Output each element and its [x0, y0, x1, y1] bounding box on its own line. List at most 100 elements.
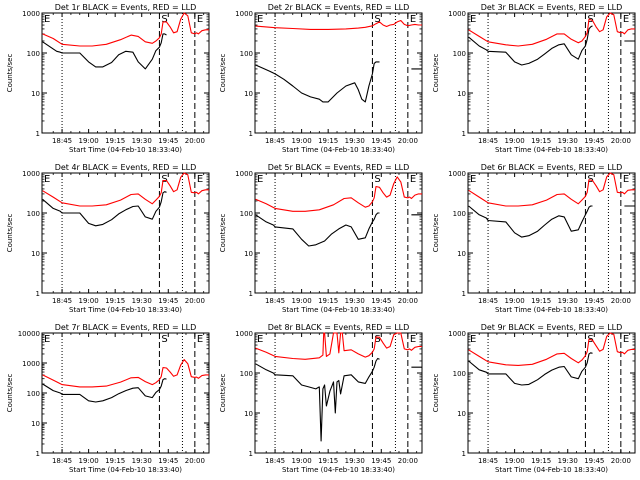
x-tick-label: 19:30 — [132, 137, 152, 145]
marker-label: E — [257, 334, 263, 345]
y-tick-label: 1 — [36, 130, 40, 138]
y-tick-label: 10 — [244, 410, 253, 418]
y-tick-label: 1000 — [22, 170, 40, 178]
lld-series-line — [42, 172, 209, 207]
y-tick-label: 10 — [31, 420, 40, 428]
x-tick-label: 20:00 — [185, 297, 205, 305]
panel-title: Det 7r BLACK = Events, RED = LLD — [55, 323, 197, 332]
marker-label: E — [623, 14, 629, 25]
lld-series-line — [255, 176, 422, 212]
x-tick-label: 19:30 — [558, 297, 578, 305]
y-axis-label: Counts/sec — [6, 374, 14, 413]
y-axis-label: Counts/sec — [432, 214, 440, 253]
y-axis-label: Counts/sec — [219, 214, 227, 253]
y-tick-label: 10 — [457, 410, 466, 418]
marker-label: E — [44, 334, 50, 345]
x-tick-label: 19:00 — [79, 137, 99, 145]
marker-label: E — [44, 14, 50, 25]
marker-label: S — [374, 334, 380, 345]
plot-frame — [254, 12, 423, 134]
x-tick-label: 19:00 — [79, 297, 99, 305]
x-tick-label: 20:00 — [611, 457, 631, 465]
x-tick-label: 19:45 — [584, 457, 604, 465]
events-series-line — [468, 25, 635, 66]
y-tick-label: 10 — [31, 250, 40, 258]
plot-frame — [41, 332, 210, 454]
y-axis-label: Counts/sec — [6, 214, 14, 253]
panel-title: Det 8r BLACK = Events, RED = LLD — [268, 323, 410, 332]
plot-frame — [467, 332, 636, 454]
x-tick-label: 19:45 — [584, 137, 604, 145]
y-tick-label: 100 — [453, 370, 466, 378]
y-tick-label: 1000 — [235, 10, 253, 18]
x-tick-label: 19:15 — [105, 137, 125, 145]
x-axis-label: Start Time (04-Feb-10 18:33:40) — [495, 146, 608, 154]
y-tick-label: 10 — [31, 90, 40, 98]
marker-label: S — [374, 14, 380, 25]
plot-frame — [467, 12, 636, 134]
x-tick-label: 20:00 — [398, 297, 418, 305]
x-tick-label: 19:15 — [105, 297, 125, 305]
lld-series-line — [468, 12, 635, 47]
marker-label: E — [257, 174, 263, 185]
x-tick-label: 19:00 — [505, 457, 525, 465]
y-axis-label: Counts/sec — [432, 54, 440, 93]
x-tick-label: 20:00 — [398, 457, 418, 465]
x-tick-label: 19:15 — [318, 297, 338, 305]
x-tick-label: 18:45 — [52, 137, 72, 145]
events-series-line — [42, 191, 167, 227]
y-tick-label: 10 — [244, 250, 253, 258]
y-tick-label: 1 — [249, 450, 253, 458]
marker-label: E — [470, 334, 476, 345]
lld-series-line — [468, 172, 635, 207]
plot-frame — [254, 172, 423, 294]
marker-label: E — [197, 174, 203, 185]
panel-title: Det 9r BLACK = Events, RED = LLD — [481, 323, 623, 332]
marker-label: S — [161, 334, 167, 345]
x-tick-label: 19:15 — [105, 457, 125, 465]
x-axis-label: Start Time (04-Feb-10 18:33:40) — [282, 146, 395, 154]
x-tick-label: 18:45 — [478, 297, 498, 305]
x-tick-label: 18:45 — [52, 297, 72, 305]
y-axis-label: Counts/sec — [6, 54, 14, 93]
marker-label: E — [410, 174, 416, 185]
x-tick-label: 19:30 — [558, 457, 578, 465]
x-tick-label: 19:30 — [132, 297, 152, 305]
x-tick-label: 19:30 — [345, 297, 365, 305]
panel-title: Det 3r BLACK = Events, RED = LLD — [481, 3, 623, 12]
y-tick-label: 100 — [453, 210, 466, 218]
x-tick-label: 19:00 — [292, 297, 312, 305]
x-tick-label: 19:00 — [505, 137, 525, 145]
y-tick-label: 1 — [36, 450, 40, 458]
lld-series-line — [255, 332, 422, 360]
y-tick-label: 100 — [240, 370, 253, 378]
x-tick-label: 18:45 — [265, 457, 285, 465]
panel-title: Det 4r BLACK = Events, RED = LLD — [55, 163, 197, 172]
y-axis-label: Counts/sec — [219, 374, 227, 413]
lld-series-line — [255, 19, 422, 30]
plot-frame — [41, 12, 210, 134]
plot-frame — [467, 172, 636, 294]
panel-title: Det 6r BLACK = Events, RED = LLD — [481, 163, 623, 172]
x-tick-label: 19:15 — [531, 137, 551, 145]
y-tick-label: 1 — [249, 290, 253, 298]
events-series-line — [255, 212, 422, 247]
x-axis-label: Start Time (04-Feb-10 18:33:40) — [495, 466, 608, 474]
x-tick-label: 19:30 — [132, 457, 152, 465]
y-tick-label: 1000 — [448, 170, 466, 178]
x-tick-label: 19:00 — [505, 297, 525, 305]
events-series-line — [42, 378, 167, 403]
y-tick-label: 100 — [240, 50, 253, 58]
x-tick-label: 19:00 — [292, 137, 312, 145]
y-tick-label: 10 — [244, 90, 253, 98]
lld-series-line — [42, 12, 209, 47]
x-tick-label: 19:15 — [318, 457, 338, 465]
y-tick-label: 10000 — [18, 330, 40, 338]
marker-label: S — [374, 174, 380, 185]
x-tick-label: 20:00 — [185, 457, 205, 465]
events-series-line — [255, 357, 422, 442]
y-tick-label: 1 — [462, 450, 466, 458]
events-series-line — [468, 205, 635, 238]
y-tick-label: 10 — [457, 90, 466, 98]
x-tick-label: 20:00 — [398, 137, 418, 145]
